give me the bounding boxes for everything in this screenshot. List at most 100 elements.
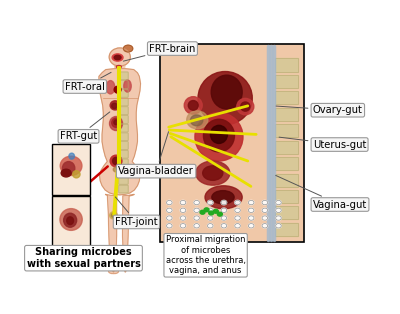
Bar [275, 223, 298, 236]
Ellipse shape [73, 171, 80, 178]
Circle shape [276, 200, 281, 205]
Ellipse shape [114, 120, 118, 125]
Circle shape [221, 200, 227, 205]
Circle shape [276, 208, 281, 213]
Circle shape [221, 224, 227, 228]
Circle shape [248, 216, 254, 220]
Circle shape [235, 216, 240, 220]
FancyBboxPatch shape [119, 107, 128, 115]
Ellipse shape [204, 119, 234, 152]
Text: FRT-gut: FRT-gut [60, 112, 110, 141]
Bar [275, 91, 298, 105]
FancyBboxPatch shape [119, 159, 128, 167]
Circle shape [262, 208, 268, 213]
Text: Vagina-gut: Vagina-gut [276, 176, 367, 209]
Circle shape [166, 216, 172, 220]
Ellipse shape [62, 162, 75, 175]
FancyBboxPatch shape [119, 176, 128, 184]
Bar [275, 91, 298, 105]
Circle shape [221, 208, 227, 213]
Circle shape [209, 211, 214, 215]
Circle shape [208, 208, 213, 213]
Circle shape [194, 200, 200, 205]
Ellipse shape [124, 80, 131, 92]
Circle shape [194, 216, 200, 220]
Circle shape [218, 212, 222, 216]
Bar [275, 108, 298, 121]
Bar [275, 206, 298, 219]
Bar [275, 190, 298, 203]
Ellipse shape [205, 186, 242, 209]
Ellipse shape [110, 116, 122, 131]
Circle shape [194, 208, 200, 213]
Ellipse shape [112, 118, 120, 127]
Circle shape [180, 208, 186, 213]
Polygon shape [114, 65, 125, 69]
Text: Vagina-bladder: Vagina-bladder [118, 132, 194, 176]
FancyBboxPatch shape [52, 196, 90, 248]
Circle shape [248, 224, 254, 228]
Circle shape [248, 200, 254, 205]
Ellipse shape [114, 86, 121, 93]
Ellipse shape [124, 45, 133, 52]
Circle shape [204, 208, 209, 212]
Bar [275, 58, 298, 72]
Bar [275, 124, 298, 137]
FancyBboxPatch shape [119, 124, 128, 132]
Polygon shape [99, 69, 140, 195]
Ellipse shape [195, 113, 243, 161]
FancyBboxPatch shape [119, 72, 128, 80]
Ellipse shape [110, 212, 118, 219]
Bar [275, 58, 298, 72]
FancyBboxPatch shape [119, 185, 128, 193]
FancyBboxPatch shape [119, 168, 128, 176]
Circle shape [221, 216, 227, 220]
Circle shape [235, 208, 240, 213]
Circle shape [208, 224, 213, 228]
Ellipse shape [106, 81, 115, 94]
Bar [275, 157, 298, 170]
Text: Uterus-gut: Uterus-gut [279, 137, 366, 149]
Ellipse shape [111, 213, 116, 218]
Circle shape [208, 200, 213, 205]
FancyBboxPatch shape [52, 144, 90, 195]
Polygon shape [122, 194, 134, 272]
Bar [161, 45, 303, 241]
Circle shape [208, 216, 213, 220]
Circle shape [262, 224, 268, 228]
Circle shape [262, 200, 268, 205]
FancyBboxPatch shape [119, 133, 128, 141]
Ellipse shape [198, 72, 252, 125]
Bar [275, 174, 298, 187]
Ellipse shape [110, 101, 120, 110]
Ellipse shape [211, 75, 242, 109]
Text: FRT-oral: FRT-oral [65, 72, 111, 91]
Ellipse shape [241, 102, 250, 111]
Ellipse shape [113, 157, 120, 165]
Circle shape [180, 216, 186, 220]
Ellipse shape [196, 161, 230, 185]
Circle shape [248, 208, 254, 213]
Text: Sharing microbes
with sexual partners: Sharing microbes with sexual partners [26, 247, 140, 269]
Ellipse shape [110, 155, 122, 167]
FancyBboxPatch shape [119, 142, 128, 149]
Circle shape [194, 224, 200, 228]
Ellipse shape [210, 125, 228, 143]
Bar [275, 108, 298, 121]
Ellipse shape [109, 48, 130, 66]
Polygon shape [105, 194, 117, 272]
Circle shape [213, 209, 218, 213]
Ellipse shape [60, 156, 82, 176]
Bar [275, 157, 298, 170]
FancyBboxPatch shape [119, 89, 128, 97]
Circle shape [276, 224, 281, 228]
Ellipse shape [188, 100, 198, 110]
Ellipse shape [203, 166, 223, 180]
Ellipse shape [69, 153, 74, 159]
FancyBboxPatch shape [119, 81, 128, 89]
Ellipse shape [237, 98, 254, 115]
Bar [275, 75, 298, 88]
Ellipse shape [60, 208, 82, 230]
Circle shape [166, 208, 172, 213]
Ellipse shape [113, 167, 119, 172]
